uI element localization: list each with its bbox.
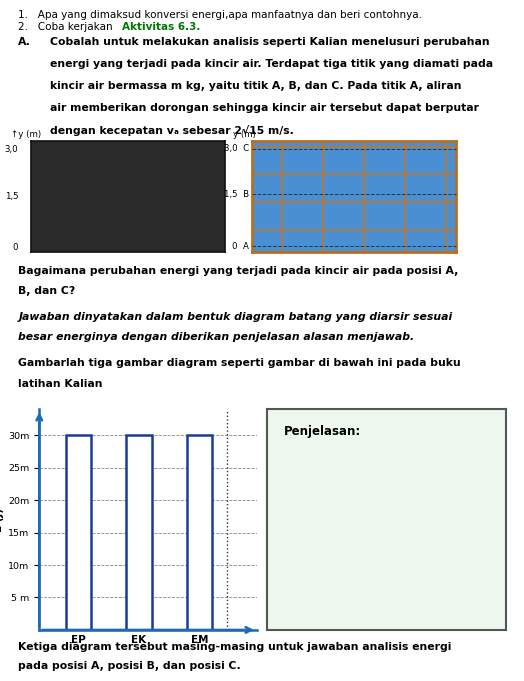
Text: B, dan C?: B, dan C? bbox=[18, 286, 75, 296]
Text: latihan Kalian: latihan Kalian bbox=[18, 379, 103, 389]
Text: kincir air bermassa m kg, yaitu titik A, B, dan C. Pada titik A, aliran: kincir air bermassa m kg, yaitu titik A,… bbox=[50, 81, 461, 91]
Text: Jawaban dinyatakan dalam bentuk diagram batang yang diarsir sesuai: Jawaban dinyatakan dalam bentuk diagram … bbox=[18, 312, 453, 322]
Text: A.: A. bbox=[18, 37, 31, 48]
Bar bbox=[126, 435, 151, 630]
Text: 3,0: 3,0 bbox=[5, 145, 18, 155]
Text: Cobalah untuk melakukan analisis seperti Kalian menelusuri perubahan: Cobalah untuk melakukan analisis seperti… bbox=[50, 37, 489, 48]
Text: Bagaimana perubahan energi yang terjadi pada kincir air pada posisi A,: Bagaimana perubahan energi yang terjadi … bbox=[18, 266, 458, 276]
Text: y (m): y (m) bbox=[233, 130, 256, 139]
Text: 0  A: 0 A bbox=[232, 242, 249, 251]
Text: energi yang terjadi pada kincir air. Terdapat tiga titik yang diamati pada: energi yang terjadi pada kincir air. Ter… bbox=[50, 59, 493, 69]
Text: Penjelasan:: Penjelasan: bbox=[284, 425, 361, 438]
Text: 2.   Coba kerjakan: 2. Coba kerjakan bbox=[18, 22, 116, 33]
Bar bbox=[187, 435, 212, 630]
Text: Ketiga diagram tersebut masing-masing untuk jawaban analisis energi: Ketiga diagram tersebut masing-masing un… bbox=[18, 642, 452, 652]
Text: ↑y (m): ↑y (m) bbox=[11, 130, 41, 139]
Y-axis label: E (J): E (J) bbox=[0, 507, 4, 532]
Text: besar energinya dengan diberikan penjelasan alasan menjawab.: besar energinya dengan diberikan penjela… bbox=[18, 332, 414, 343]
Text: dengan kecepatan vₐ sebesar 2√15 m/s.: dengan kecepatan vₐ sebesar 2√15 m/s. bbox=[50, 125, 293, 136]
Bar bbox=[66, 435, 91, 630]
Text: 1.   Apa yang dimaksud konversi energi,apa manfaatnya dan beri contohnya.: 1. Apa yang dimaksud konversi energi,apa… bbox=[18, 10, 422, 20]
Text: pada posisi A, posisi B, dan posisi C.: pada posisi A, posisi B, dan posisi C. bbox=[18, 661, 241, 671]
Text: Gambarlah tiga gambar diagram seperti gambar di bawah ini pada buku: Gambarlah tiga gambar diagram seperti ga… bbox=[18, 358, 461, 368]
Text: 1,5: 1,5 bbox=[5, 192, 18, 201]
Text: 1,5  B: 1,5 B bbox=[224, 190, 249, 199]
Text: 0: 0 bbox=[13, 243, 18, 252]
Text: air memberikan dorongan sehingga kincir air tersebut dapat berputar: air memberikan dorongan sehingga kincir … bbox=[50, 103, 479, 113]
Text: Aktivitas 6.3.: Aktivitas 6.3. bbox=[122, 22, 201, 33]
Text: 3,0  C: 3,0 C bbox=[224, 144, 249, 153]
